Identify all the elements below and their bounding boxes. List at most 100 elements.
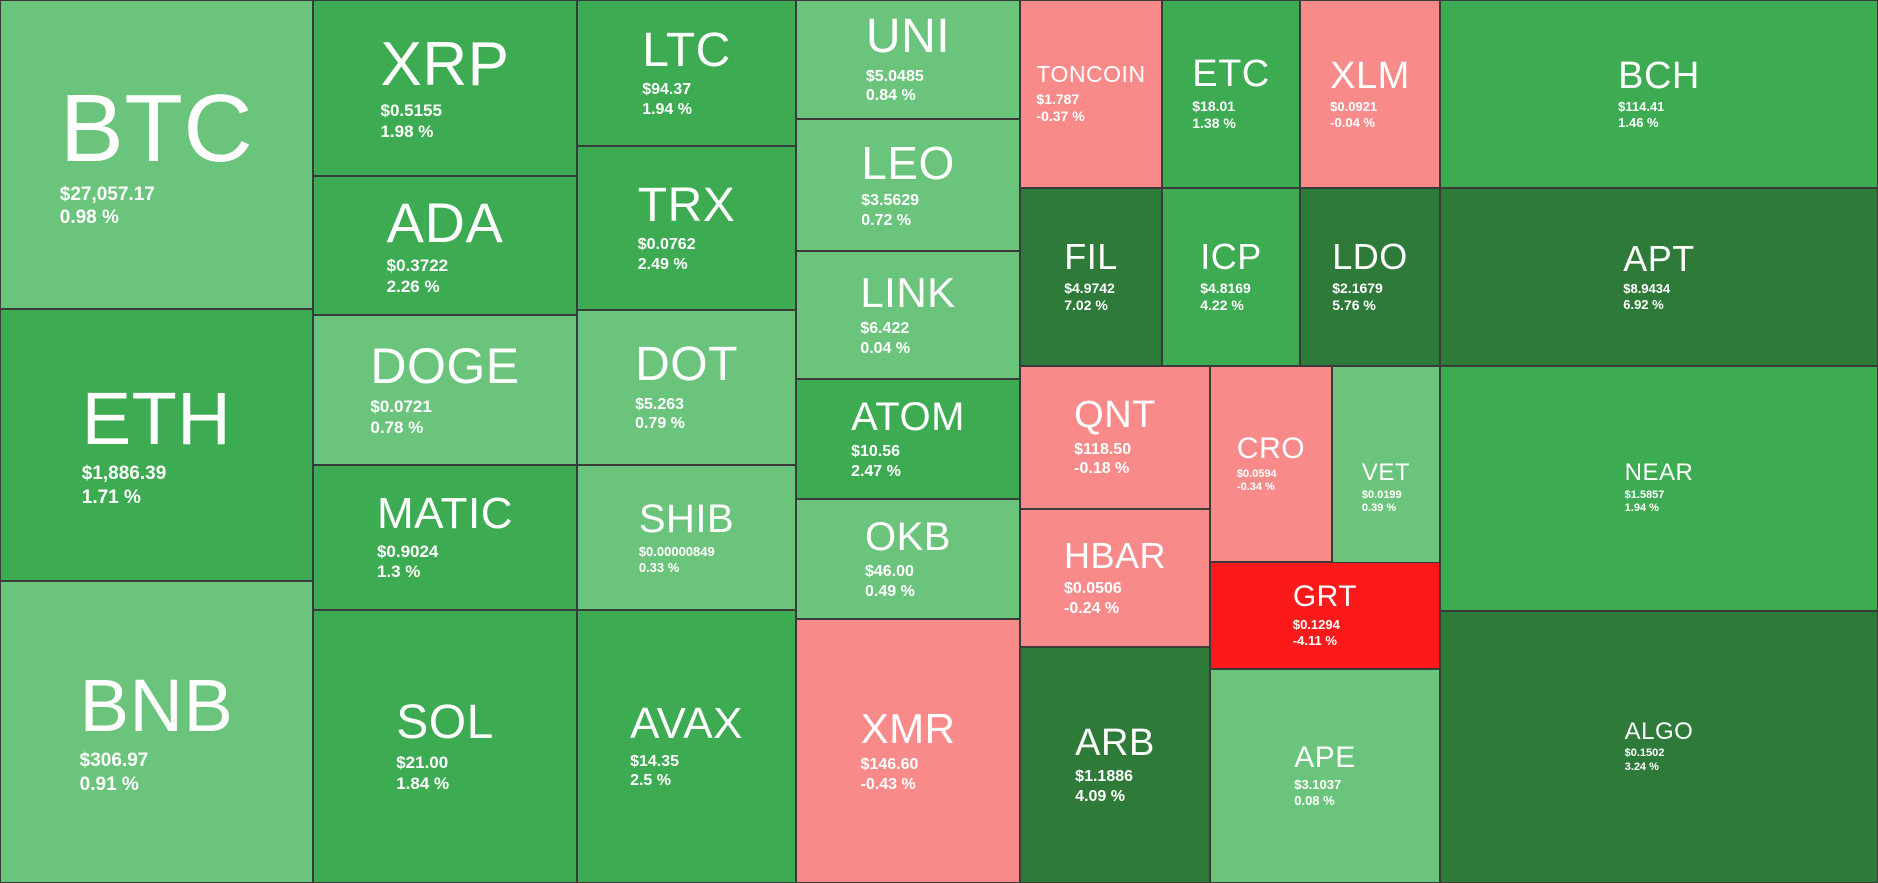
treemap-tile-hbar[interactable]: HBAR $0.0506 -0.24 %: [1020, 509, 1210, 647]
treemap-tile-near[interactable]: NEAR $1.5857 1.94 %: [1440, 366, 1878, 611]
treemap-tile-btc[interactable]: BTC $27,057.17 0.98 %: [0, 0, 313, 309]
treemap-tile-xlm[interactable]: XLM $0.0921 -0.04 %: [1300, 0, 1440, 188]
tile-change: 0.49 %: [865, 582, 915, 600]
tile-price: $8.9434: [1623, 281, 1671, 297]
tile-meta: $10.56 2.47 %: [851, 442, 901, 481]
treemap-tile-arb[interactable]: ARB $1.1886 4.09 %: [1020, 647, 1210, 883]
tile-change: 1.94 %: [642, 100, 692, 118]
tile-meta: $146.60 -0.43 %: [861, 755, 919, 794]
treemap-tile-icp[interactable]: ICP $4.8169 4.22 %: [1162, 188, 1300, 366]
tile-price: $0.0506: [1063, 580, 1122, 598]
tile-change: 1.94 %: [1624, 502, 1659, 515]
treemap-tile-matic[interactable]: MATIC $0.9024 1.3 %: [313, 465, 577, 610]
tile-symbol: QNT: [1074, 394, 1156, 437]
tile-symbol: UNI: [865, 10, 951, 64]
treemap-tile-trx[interactable]: TRX $0.0762 2.49 %: [577, 146, 796, 310]
treemap-tile-toncoin[interactable]: TONCOIN $1.787 -0.37 %: [1020, 0, 1162, 188]
tile-content: ALGO $0.1502 3.24 %: [1625, 719, 1694, 775]
treemap-tile-apt[interactable]: APT $8.9434 6.92 %: [1440, 188, 1878, 366]
tile-content: BTC $27,057.17 0.98 %: [59, 79, 254, 230]
tile-price: $3.1037: [1294, 777, 1342, 793]
treemap-tile-shib[interactable]: SHIB $0.00000849 0.33 %: [577, 465, 796, 610]
tile-change: 1.46 %: [1618, 115, 1659, 131]
treemap-tile-atom[interactable]: ATOM $10.56 2.47 %: [796, 379, 1020, 499]
tile-change: 1.98 %: [380, 122, 434, 142]
treemap-tile-ape[interactable]: APE $3.1037 0.08 %: [1210, 669, 1440, 883]
treemap-tile-ltc[interactable]: LTC $94.37 1.94 %: [577, 0, 796, 146]
tile-symbol: APE: [1294, 740, 1356, 774]
tile-meta: $4.9742 7.02 %: [1064, 280, 1115, 314]
tile-change: 2.26 %: [386, 276, 440, 296]
tile-content: DOT $5.263 0.79 %: [635, 340, 738, 434]
tile-change: 1.38 %: [1192, 115, 1236, 132]
tile-price: $0.1294: [1292, 616, 1340, 632]
tile-content: HBAR $0.0506 -0.24 %: [1063, 537, 1166, 619]
tile-content: LEO $3.5629 0.72 %: [861, 139, 955, 231]
treemap-tile-cro[interactable]: CRO $0.0594 -0.34 %: [1210, 366, 1332, 562]
treemap-tile-ada[interactable]: ADA $0.3722 2.26 %: [313, 176, 577, 315]
tile-meta: $1.1886 4.09 %: [1075, 767, 1133, 806]
tile-content: ETH $1,886.39 1.71 %: [82, 381, 232, 509]
tile-meta: $4.8169 4.22 %: [1200, 280, 1251, 314]
tile-price: $0.0594: [1236, 467, 1277, 480]
tile-content: QNT $118.50 -0.18 %: [1074, 396, 1156, 479]
tile-price: $27,057.17: [59, 184, 155, 206]
tile-change: 1.3 %: [376, 562, 421, 582]
tile-price: $0.5155: [380, 101, 442, 121]
treemap-tile-xrp[interactable]: XRP $0.5155 1.98 %: [313, 0, 577, 176]
tile-price: $118.50: [1074, 440, 1132, 458]
treemap-tile-link[interactable]: LINK $6.422 0.04 %: [796, 251, 1020, 379]
tile-price: $5.0485: [865, 67, 924, 85]
tile-change: 1.71 %: [81, 486, 141, 508]
tile-content: OKB $46.00 0.49 %: [865, 516, 951, 602]
tile-change: -0.43 %: [860, 775, 916, 793]
tile-symbol: SOL: [396, 695, 494, 749]
tile-price: $10.56: [851, 443, 900, 461]
tile-change: -4.11 %: [1292, 632, 1337, 648]
treemap-tile-xmr[interactable]: XMR $146.60 -0.43 %: [796, 619, 1020, 883]
tile-symbol: ADA: [386, 190, 504, 254]
tile-meta: $118.50 -0.18 %: [1074, 440, 1131, 479]
tile-change: 0.79 %: [635, 415, 685, 433]
tile-symbol: TONCOIN: [1036, 61, 1146, 88]
tile-content: XMR $146.60 -0.43 %: [861, 707, 956, 795]
tile-meta: $1,886.39 1.71 %: [82, 462, 167, 508]
treemap-tile-okb[interactable]: OKB $46.00 0.49 %: [796, 499, 1020, 619]
treemap-tile-qnt[interactable]: QNT $118.50 -0.18 %: [1020, 366, 1210, 509]
tile-change: -0.04 %: [1330, 115, 1375, 131]
treemap-tile-sol[interactable]: SOL $21.00 1.84 %: [313, 610, 577, 883]
tile-symbol: LTC: [642, 23, 731, 77]
tile-meta: $0.3722 2.26 %: [387, 256, 448, 297]
treemap-tile-leo[interactable]: LEO $3.5629 0.72 %: [796, 119, 1020, 251]
tile-content: BNB $306.97 0.91 %: [80, 668, 234, 796]
treemap-tile-eth[interactable]: ETH $1,886.39 1.71 %: [0, 309, 313, 581]
treemap-tile-algo[interactable]: ALGO $0.1502 3.24 %: [1440, 611, 1878, 883]
treemap-tile-bch[interactable]: BCH $114.41 1.46 %: [1440, 0, 1878, 188]
treemap-tile-avax[interactable]: AVAX $14.35 2.5 %: [577, 610, 796, 883]
tile-change: -0.24 %: [1063, 599, 1120, 617]
tile-meta: $0.0199 0.39 %: [1362, 489, 1402, 516]
treemap-tile-uni[interactable]: UNI $5.0485 0.84 %: [796, 0, 1020, 119]
tile-price: $146.60: [860, 756, 919, 774]
tile-price: $2.1679: [1332, 280, 1383, 297]
tile-meta: $5.0485 0.84 %: [866, 67, 924, 106]
tile-symbol: ARB: [1075, 721, 1155, 764]
tile-change: 0.08 %: [1294, 793, 1335, 809]
treemap-tile-dot[interactable]: DOT $5.263 0.79 %: [577, 310, 796, 465]
tile-meta: $3.5629 0.72 %: [861, 191, 919, 230]
treemap-tile-ldo[interactable]: LDO $2.1679 5.76 %: [1300, 188, 1440, 366]
tile-price: $0.0199: [1361, 488, 1402, 501]
treemap-tile-etc[interactable]: ETC $18.01 1.38 %: [1162, 0, 1300, 188]
tile-price: $1.787: [1036, 90, 1080, 107]
treemap-tile-doge[interactable]: DOGE $0.0721 0.78 %: [313, 315, 577, 465]
tile-change: 0.72 %: [861, 211, 912, 229]
treemap-tile-fil[interactable]: FIL $4.9742 7.02 %: [1020, 188, 1162, 366]
tile-price: $4.8169: [1200, 280, 1251, 297]
tile-symbol: AVAX: [630, 699, 743, 749]
tile-content: ICP $4.8169 4.22 %: [1200, 239, 1262, 314]
treemap-tile-bnb[interactable]: BNB $306.97 0.91 %: [0, 581, 313, 883]
tile-symbol: MATIC: [376, 488, 514, 538]
tile-content: APE $3.1037 0.08 %: [1294, 740, 1356, 809]
treemap-tile-grt[interactable]: GRT $0.1294 -4.11 %: [1210, 562, 1440, 669]
tile-content: ATOM $10.56 2.47 %: [851, 396, 965, 482]
